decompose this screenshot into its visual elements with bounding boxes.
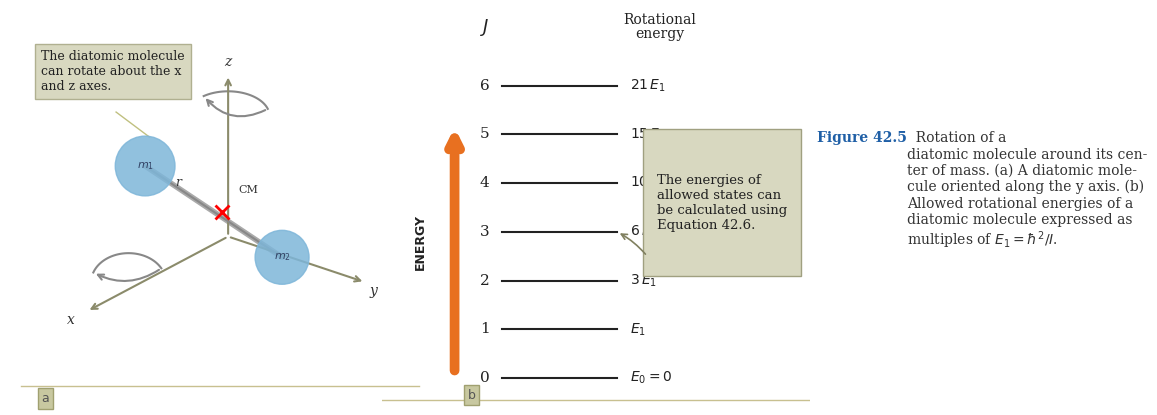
Text: 5: 5	[480, 127, 489, 142]
Text: z: z	[224, 55, 231, 69]
Text: 3: 3	[480, 225, 489, 239]
Circle shape	[255, 230, 309, 284]
Text: energy: energy	[635, 27, 685, 42]
Text: Rotational: Rotational	[624, 13, 697, 27]
Text: $15\,E_1$: $15\,E_1$	[631, 126, 666, 143]
Text: b: b	[467, 389, 476, 402]
Text: $m_1$: $m_1$	[137, 160, 154, 172]
Text: 6: 6	[480, 78, 489, 93]
Text: $6\,E_1$: $6\,E_1$	[631, 224, 657, 240]
Circle shape	[116, 136, 175, 196]
Text: 4: 4	[480, 176, 489, 190]
Text: x: x	[66, 312, 74, 327]
Text: $E_1$: $E_1$	[631, 321, 646, 338]
Text: $3\,E_1$: $3\,E_1$	[631, 272, 657, 289]
Text: 2: 2	[480, 273, 489, 288]
Text: y: y	[369, 283, 377, 298]
Text: Figure 42.5: Figure 42.5	[817, 131, 907, 145]
Text: $10\,E_1$: $10\,E_1$	[631, 175, 666, 191]
Text: Rotation of a
diatomic molecule around its cen-
ter of mass. (a) A diatomic mole: Rotation of a diatomic molecule around i…	[907, 131, 1148, 251]
Text: r: r	[176, 176, 182, 189]
Text: The energies of
allowed states can
be calculated using
Equation 42.6.: The energies of allowed states can be ca…	[657, 173, 787, 232]
Text: a: a	[42, 392, 50, 405]
Text: $m_2$: $m_2$	[273, 251, 290, 263]
Text: $J$: $J$	[480, 17, 489, 38]
Text: 1: 1	[480, 322, 489, 337]
Text: 0: 0	[480, 371, 489, 385]
FancyBboxPatch shape	[643, 129, 802, 276]
Text: The diatomic molecule
can rotate about the x
and z axes.: The diatomic molecule can rotate about t…	[42, 50, 185, 93]
Text: $21\,E_1$: $21\,E_1$	[631, 77, 666, 94]
Text: CM: CM	[238, 185, 258, 195]
Text: $E_0 = 0$: $E_0 = 0$	[631, 370, 672, 386]
Text: ENERGY: ENERGY	[414, 214, 427, 270]
